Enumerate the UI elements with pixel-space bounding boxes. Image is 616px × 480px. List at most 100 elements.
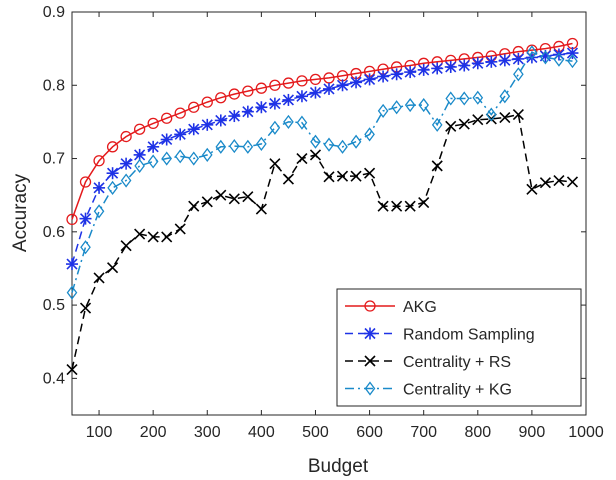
data-point	[134, 158, 145, 173]
data-point	[255, 203, 267, 215]
data-point	[526, 183, 538, 195]
data-point	[350, 76, 363, 89]
data-point	[336, 79, 349, 92]
legend-entry: Random Sampling	[345, 327, 535, 344]
legend-entry: Centrality + RS	[345, 354, 511, 371]
series-0	[66, 37, 579, 226]
data-point	[418, 196, 430, 209]
data-point	[391, 200, 403, 212]
data-point	[364, 167, 376, 179]
data-point	[107, 262, 119, 274]
tick-layer: 100 200 300 400 500 600 700 800 900 1000 0.4 0.5 0.6…	[43, 4, 604, 441]
data-point	[120, 173, 132, 188]
data-point	[160, 133, 173, 146]
x-tick-label: 800	[464, 424, 491, 441]
data-point	[282, 93, 295, 106]
data-point	[566, 47, 579, 60]
data-point	[229, 139, 240, 154]
data-point	[323, 137, 335, 152]
data-point	[228, 193, 240, 205]
data-point	[120, 157, 133, 170]
data-point	[242, 191, 254, 203]
x-tick-label: 900	[519, 424, 546, 441]
data-point	[215, 92, 227, 104]
data-point	[350, 170, 362, 182]
data-point	[269, 158, 281, 170]
data-point	[431, 117, 443, 132]
data-point	[174, 107, 186, 119]
data-point	[255, 82, 268, 94]
legend-entry: Centrality + KG	[345, 381, 512, 399]
data-point	[486, 107, 497, 122]
data-point	[120, 240, 132, 252]
data-point	[553, 174, 565, 187]
data-point	[323, 82, 335, 95]
data-point	[458, 118, 470, 130]
data-point	[174, 149, 186, 164]
y-tick-label: 0.5	[43, 297, 65, 314]
data-point	[282, 77, 295, 89]
x-axis-label: Budget	[308, 456, 369, 477]
data-point	[188, 200, 200, 212]
y-tick-label: 0.6	[43, 224, 65, 241]
data-point	[214, 114, 227, 127]
data-point	[418, 97, 429, 113]
x-tick-label: 100	[86, 424, 113, 441]
data-point	[106, 167, 119, 180]
data-point	[242, 85, 254, 97]
data-point	[147, 140, 160, 153]
series-line	[71, 42, 573, 220]
data-point	[377, 70, 390, 83]
data-point	[337, 139, 348, 154]
data-point	[513, 67, 524, 82]
y-tick-label: 0.9	[43, 4, 65, 21]
data-point	[553, 52, 565, 67]
data-point	[472, 90, 484, 105]
data-point	[283, 114, 294, 129]
data-point	[93, 155, 105, 167]
data-point	[390, 68, 403, 81]
legend-box	[336, 288, 582, 407]
data-point	[512, 52, 525, 65]
data-point	[295, 90, 308, 103]
data-point	[201, 147, 213, 162]
legend: AKG Random Sampling Centrality + RS Central…	[336, 288, 582, 407]
data-point	[417, 63, 430, 76]
data-point	[282, 173, 294, 185]
data-point	[566, 176, 579, 188]
data-point	[458, 59, 471, 72]
data-point	[310, 134, 321, 149]
data-point	[526, 45, 538, 60]
data-point	[431, 160, 443, 172]
data-point	[147, 117, 159, 130]
data-point	[471, 57, 484, 70]
data-point	[80, 240, 91, 255]
data-point	[336, 170, 349, 182]
series-line	[71, 113, 573, 370]
x-tick-label: 300	[194, 424, 221, 441]
data-point	[147, 231, 159, 243]
data-point	[93, 272, 105, 284]
legend-label: Random Sampling	[403, 327, 535, 344]
x-tick-label: 1000	[568, 424, 604, 441]
data-point	[242, 139, 254, 154]
data-point	[445, 91, 457, 106]
data-point	[498, 54, 511, 67]
data-point	[133, 123, 146, 135]
data-point	[93, 204, 105, 219]
data-point	[79, 212, 92, 225]
data-point	[404, 200, 416, 212]
data-point	[377, 103, 389, 119]
data-point	[445, 120, 457, 132]
data-point	[404, 97, 416, 113]
data-point	[269, 79, 281, 91]
data-point	[458, 91, 470, 106]
data-point	[66, 258, 78, 271]
y-tick-label: 0.8	[43, 77, 65, 94]
data-point	[120, 130, 132, 143]
data-point	[404, 66, 417, 79]
data-point	[309, 73, 322, 86]
data-point	[215, 189, 227, 201]
data-point	[567, 54, 578, 69]
